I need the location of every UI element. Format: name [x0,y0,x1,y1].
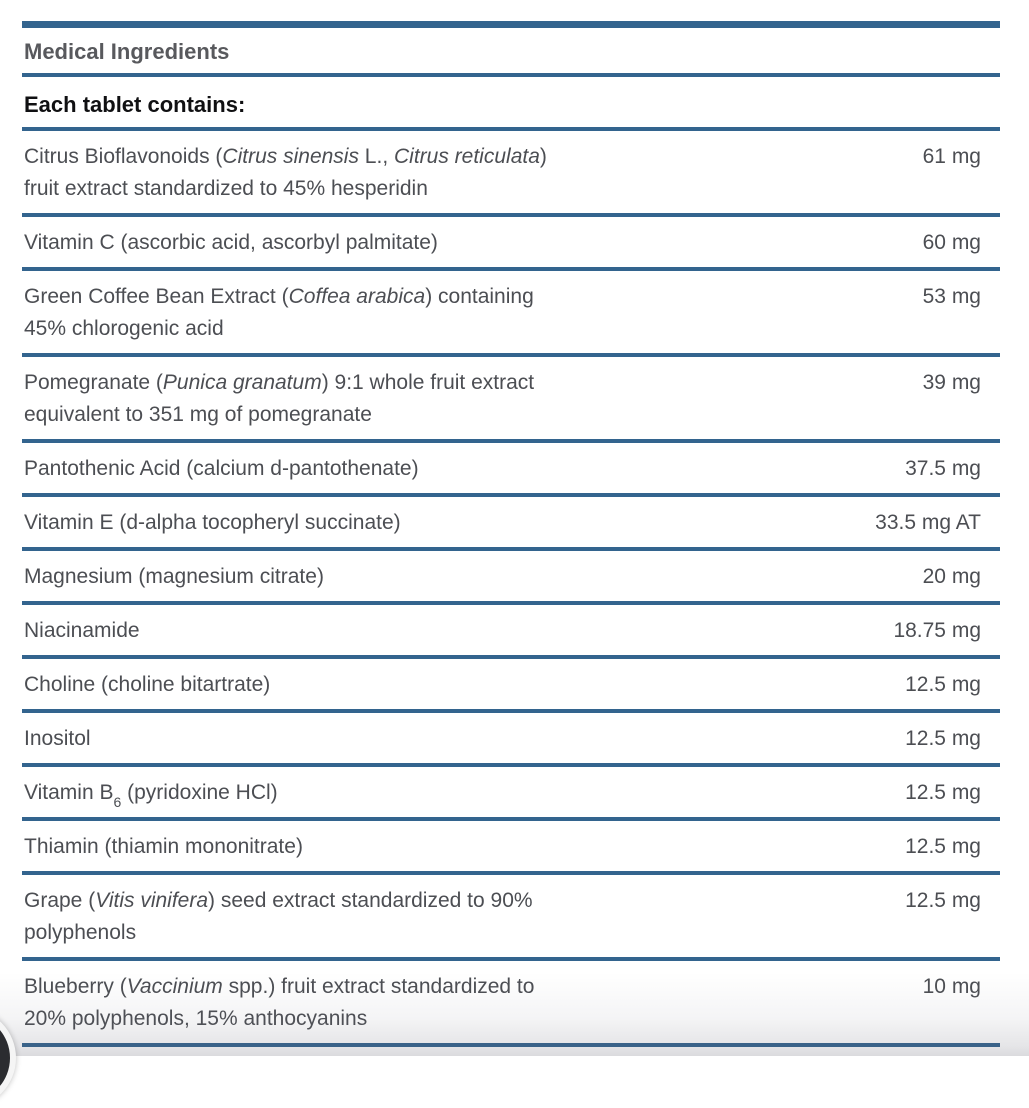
ingredient-row: Citrus Bioflavonoids (Citrus sinensis L.… [22,131,1000,217]
ingredient-amount: 61 mg [922,145,981,168]
ingredient-amount: 20 mg [922,565,981,588]
ingredient-amount: 39 mg [922,371,981,394]
ingredient-amount: 12.5 mg [905,727,981,750]
ingredient-row: Pantothenic Acid (calcium d-pantothenate… [22,443,1000,497]
ingredient-row: Green Coffee Bean Extract (Coffea arabic… [22,271,1000,357]
divider [22,127,1000,131]
ingredient-name: Inositol [24,727,91,750]
ingredient-row: Choline (choline bitartrate) 12.5 mg [22,659,1000,713]
ingredient-name: Green Coffee Bean Extract (Coffea arabic… [24,285,534,340]
ingredient-row: Vitamin B6 (pyridoxine HCl) 12.5 mg [22,767,1000,821]
ingredient-row: Grape (Vitis vinifera) seed extract stan… [22,875,1000,961]
ingredient-row: Inositol 12.5 mg [22,713,1000,767]
ingredient-name: Vitamin C (ascorbic acid, ascorbyl palmi… [24,231,438,254]
ingredient-amount: 18.75 mg [893,619,981,642]
ingredient-row: Niacinamide 18.75 mg [22,605,1000,659]
ingredient-amount: 37.5 mg [905,457,981,480]
ingredient-row: Thiamin (thiamin mononitrate) 12.5 mg [22,821,1000,875]
ingredients-panel: Medical Ingredients Each tablet contains… [22,0,1000,1047]
ingredient-name: Vitamin B6 (pyridoxine HCl) [24,781,278,811]
ingredient-row: Vitamin E (d-alpha tocopheryl succinate)… [22,497,1000,551]
divider [22,73,1000,77]
table-subtitle: Each tablet contains: [24,92,246,117]
ingredient-name: Thiamin (thiamin mononitrate) [24,835,303,858]
ingredient-amount: 12.5 mg [905,781,981,804]
ingredient-name: Magnesium (magnesium citrate) [24,565,324,588]
ingredient-amount: 10 mg [922,975,981,998]
ingredient-row: Pomegranate (Punica granatum) 9:1 whole … [22,357,1000,443]
ingredient-name: Niacinamide [24,619,140,642]
ingredient-amount: 12.5 mg [905,673,981,696]
section-title: Medical Ingredients [24,39,230,64]
ingredient-amount: 12.5 mg [905,889,981,912]
ingredient-row: Vitamin C (ascorbic acid, ascorbyl palmi… [22,217,1000,271]
ingredient-name: Vitamin E (d-alpha tocopheryl succinate) [24,511,401,534]
ingredient-name: Pomegranate (Punica granatum) 9:1 whole … [24,371,535,426]
ingredient-row: Magnesium (magnesium citrate) 20 mg [22,551,1000,605]
ingredient-name: Grape (Vitis vinifera) seed extract stan… [24,889,533,944]
ingredient-amount: 12.5 mg [905,835,981,858]
ingredient-name: Choline (choline bitartrate) [24,673,271,696]
ingredient-amount: 53 mg [922,285,981,308]
ingredient-name: Pantothenic Acid (calcium d-pantothenate… [24,457,419,480]
floating-action-button-partial[interactable] [0,1008,16,1108]
table-top-rule [22,21,1000,28]
ingredient-row: Blueberry (Vaccinium spp.) fruit extract… [22,961,1000,1047]
ingredient-name: Blueberry (Vaccinium spp.) fruit extract… [24,975,535,1030]
ingredient-amount: 60 mg [922,231,981,254]
ingredient-amount: 33.5 mg AT [875,511,981,534]
ingredient-name: Citrus Bioflavonoids (Citrus sinensis L.… [24,145,547,200]
ingredients-table: Citrus Bioflavonoids (Citrus sinensis L.… [22,131,1000,1047]
